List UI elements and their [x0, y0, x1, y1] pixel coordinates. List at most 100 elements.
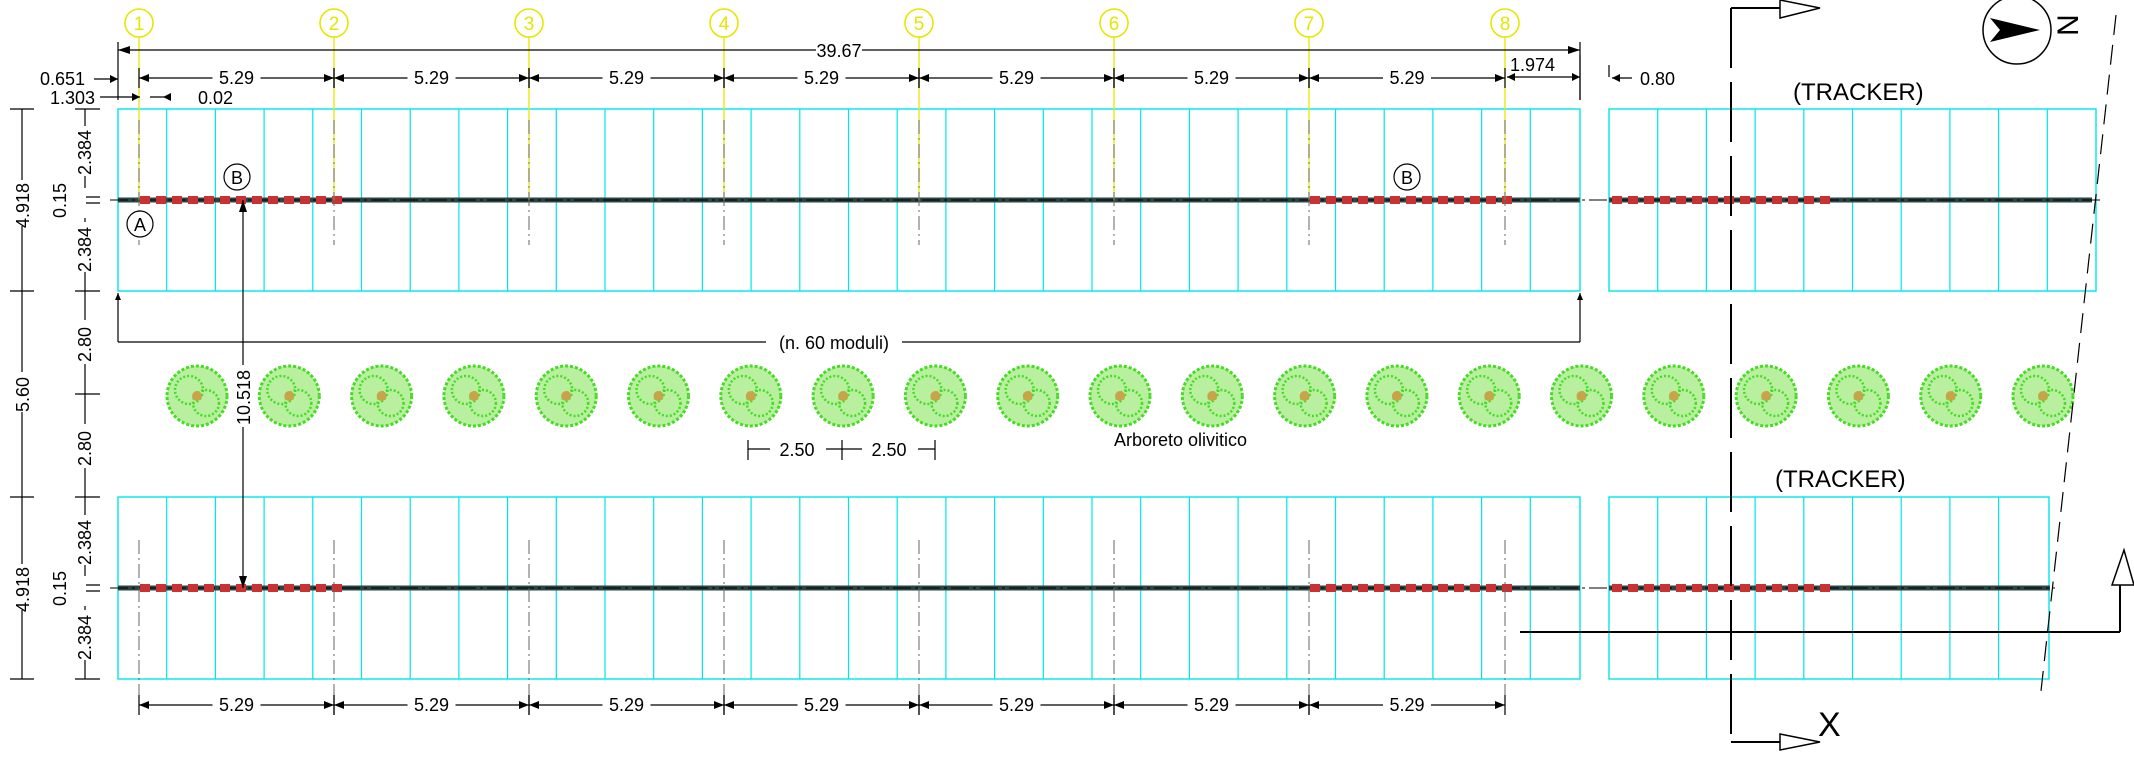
axis-label-8: 8: [1490, 8, 1520, 38]
olive-tree: [1457, 364, 1521, 428]
axis-label-2: 2: [319, 8, 349, 38]
post-marker: [1486, 196, 1496, 204]
axis-label-5: 5: [904, 8, 934, 38]
tracker-label-top: (TRACKER): [1793, 79, 1924, 106]
post-marker: [1310, 584, 1320, 592]
post-marker: [284, 196, 294, 204]
north-arrow-icon: N: [1982, 0, 2085, 65]
dim-right-end: 1.974 0.80: [1507, 55, 1675, 100]
olive-tree: [1919, 364, 1983, 428]
post-marker: [188, 196, 198, 204]
post-marker: [1804, 196, 1814, 204]
axis-label-text: 8: [1500, 14, 1511, 35]
post-marker: [1390, 196, 1400, 204]
olive-tree: [903, 364, 967, 428]
bay-dim-label: 5.29: [1194, 695, 1229, 715]
post-marker: [188, 584, 198, 592]
olive-tree: [719, 364, 783, 428]
post-marker: [1772, 196, 1782, 204]
olive-trees: [165, 364, 2075, 428]
post-marker: [268, 196, 278, 204]
bay-dim-label: 5.29: [219, 68, 254, 88]
tree-spacing-1-label: 2.50: [779, 440, 814, 460]
elevation-marker: [1520, 547, 2134, 633]
post-marker: [236, 196, 246, 204]
axis-grid-lines: [138, 35, 1506, 712]
olive-tree: [1734, 364, 1798, 428]
svg-text:B: B: [1401, 168, 1413, 188]
slanted-boundary: [2039, 14, 2117, 701]
post-marker: [1644, 196, 1654, 204]
post-marker: [156, 196, 166, 204]
aisle-half-1-label: 2.80: [75, 327, 95, 362]
axis-label-text: 5: [914, 14, 925, 35]
post-marker: [1804, 584, 1814, 592]
post-marker: [1438, 584, 1448, 592]
post-marker: [1470, 584, 1480, 592]
olive-tree: [350, 364, 414, 428]
bay-dim-label: 5.29: [219, 695, 254, 715]
post-marker: [220, 584, 230, 592]
post-marker: [1724, 584, 1734, 592]
olive-grove-label: Arboreto olivitico: [1114, 430, 1247, 450]
post-marker: [1660, 584, 1670, 592]
dim-total-length: 39.67: [117, 39, 1581, 100]
post-marker: [1708, 584, 1718, 592]
post-marker: [1502, 196, 1512, 204]
bay-dim-label: 5.29: [609, 68, 644, 88]
offset-002-label: 0.02: [198, 88, 233, 108]
post-marker: [1756, 584, 1766, 592]
post-marker: [1788, 584, 1798, 592]
post-marker: [1422, 584, 1432, 592]
right-end-label: 1.974: [1510, 55, 1555, 75]
axis-label-1: 1: [124, 8, 154, 38]
bay-dim-label: 5.29: [414, 68, 449, 88]
svg-text:B: B: [231, 168, 243, 188]
right-gap-label: 0.80: [1640, 69, 1675, 89]
olive-tree: [165, 364, 229, 428]
post-marker: [1676, 196, 1686, 204]
post-marker: [1470, 196, 1480, 204]
post-marker: [1612, 584, 1622, 592]
axis-label-6: 6: [1099, 8, 1129, 38]
axis-label-text: 4: [719, 14, 730, 35]
marker-b-right: B: [1393, 163, 1421, 191]
bay-dim-label: 5.29: [999, 695, 1034, 715]
section-line: X: [1730, 0, 1841, 751]
axis-label-text: 7: [1304, 14, 1315, 35]
marker-a: A: [126, 210, 154, 238]
post-marker: [1660, 196, 1670, 204]
post-marker: [1358, 196, 1368, 204]
olive-tree: [996, 364, 1060, 428]
post-marker: [1502, 584, 1512, 592]
bay-dimensions-top: 5.29 5.29 5.29 5.29 5.29 5.29 5.29: [138, 66, 1506, 88]
post-marker: [1772, 584, 1782, 592]
post-marker: [1820, 196, 1830, 204]
post-marker: [300, 196, 310, 204]
post-marker: [236, 584, 246, 592]
post-marker: [316, 584, 326, 592]
dim-tree-spacing: 2.50 2.50: [747, 436, 936, 460]
post-marker: [172, 196, 182, 204]
row-width-bottom-label: 4.918: [13, 567, 33, 612]
post-marker: [332, 196, 342, 204]
olive-tree: [627, 364, 690, 428]
bay-dim-label: 5.29: [804, 68, 839, 88]
post-marker: [1342, 584, 1352, 592]
dim-left-offsets: 0.651 1.303 0.02: [40, 69, 233, 108]
post-marker: [140, 196, 150, 204]
post-marker: [1438, 196, 1448, 204]
shaft-bottom-label: 0.15: [50, 571, 70, 606]
post-marker: [332, 584, 342, 592]
post-marker: [1708, 196, 1718, 204]
offset-1303-label: 1.303: [50, 88, 95, 108]
north-label: N: [2052, 14, 2085, 36]
total-length-label: 39.67: [816, 41, 861, 61]
post-marker: [1788, 196, 1798, 204]
row-width-top-label: 4.918: [13, 183, 33, 228]
post-marker: [1342, 196, 1352, 204]
post-marker: [1628, 584, 1638, 592]
half-panel-3-label: 2.384: [75, 520, 95, 565]
axis-label-text: 3: [524, 14, 535, 35]
offset-0651-label: 0.651: [40, 69, 85, 89]
